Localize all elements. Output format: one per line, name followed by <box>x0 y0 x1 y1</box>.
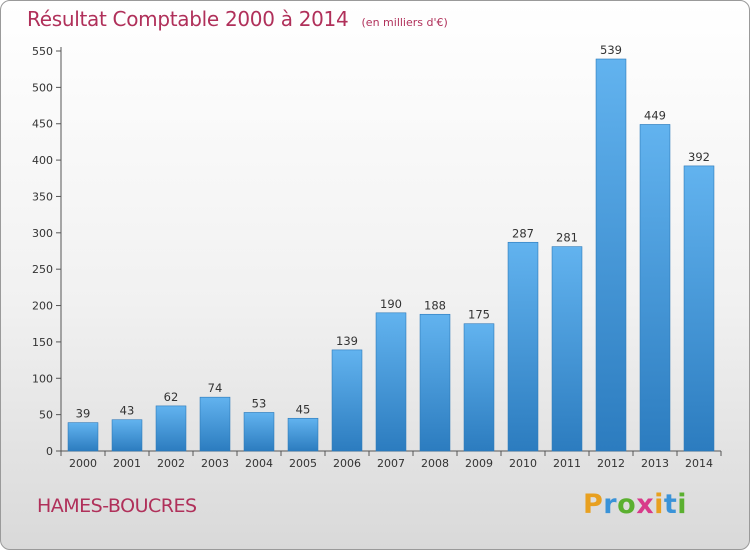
bar-2007 <box>375 312 407 452</box>
logo-letter: r <box>603 489 618 520</box>
value-label-2000: 39 <box>76 407 91 421</box>
y-tick-label: 150 <box>32 336 53 349</box>
x-tick-label: 2009 <box>465 457 493 470</box>
y-tick-label: 200 <box>32 300 53 313</box>
value-label-2001: 43 <box>120 404 135 418</box>
logo-letter: o <box>617 489 637 520</box>
bar-2010 <box>507 241 539 452</box>
logo-letter: i <box>677 489 688 520</box>
bar-2000 <box>67 422 99 452</box>
x-tick-label: 2006 <box>333 457 361 470</box>
value-label-2008: 188 <box>424 298 446 312</box>
bar-2014 <box>683 165 715 452</box>
x-tick-label: 2010 <box>509 457 537 470</box>
bar-2011 <box>551 246 583 452</box>
value-label-2005: 45 <box>296 402 311 416</box>
x-tick-label: 2005 <box>289 457 317 470</box>
x-tick-label: 2001 <box>113 457 141 470</box>
place-name: HAMES-BOUCRES <box>37 495 197 517</box>
bar-2009 <box>463 323 495 452</box>
value-label-2012: 539 <box>600 43 622 57</box>
x-tick-label: 2002 <box>157 457 185 470</box>
x-tick-label: 2008 <box>421 457 449 470</box>
x-tick-label: 2011 <box>553 457 581 470</box>
y-tick-label: 500 <box>32 81 53 94</box>
y-tick-label: 50 <box>39 409 53 422</box>
proxiti-logo: Proxiti <box>583 489 687 520</box>
value-label-2007: 190 <box>380 297 402 311</box>
value-label-2002: 62 <box>164 390 179 404</box>
y-tick-label: 400 <box>32 154 53 167</box>
value-label-2013: 449 <box>644 108 666 122</box>
value-label-2006: 139 <box>336 334 358 348</box>
bar-2002 <box>155 405 187 452</box>
logo-letter: P <box>583 489 604 520</box>
x-tick-label: 2004 <box>245 457 273 470</box>
y-tick-label: 450 <box>32 118 53 131</box>
x-tick-label: 2007 <box>377 457 405 470</box>
y-tick-label: 0 <box>46 445 53 458</box>
bar-2005 <box>287 417 319 452</box>
bar-2013 <box>639 124 671 452</box>
value-label-2009: 175 <box>468 308 490 322</box>
chart-subtitle: (en milliers d'€) <box>361 16 448 29</box>
bar-2004 <box>243 412 275 452</box>
bar-2008 <box>419 313 451 452</box>
logo-letter: x <box>636 489 655 520</box>
y-tick-label: 550 <box>32 45 53 58</box>
bar-2012 <box>595 58 627 452</box>
y-tick-label: 350 <box>32 190 53 203</box>
logo-letter: i <box>654 489 664 520</box>
value-label-2011: 281 <box>556 231 578 245</box>
y-tick-label: 100 <box>32 372 53 385</box>
bar-2003 <box>199 396 231 452</box>
x-tick-label: 2012 <box>597 457 625 470</box>
y-tick-label: 250 <box>32 263 53 276</box>
bar-2001 <box>111 419 143 452</box>
value-label-2004: 53 <box>252 396 267 410</box>
chart-title: Résultat Comptable 2000 à 2014 <box>27 7 349 31</box>
value-label-2003: 74 <box>208 381 223 395</box>
x-tick-label: 2000 <box>69 457 97 470</box>
x-tick-label: 2003 <box>201 457 229 470</box>
bar-2006 <box>331 349 363 452</box>
value-label-2014: 392 <box>688 150 710 164</box>
logo-letter: t <box>663 489 678 520</box>
value-label-2010: 287 <box>512 226 534 240</box>
x-tick-label: 2014 <box>685 457 713 470</box>
y-tick-label: 300 <box>32 227 53 240</box>
title-row: Résultat Comptable 2000 à 2014 (en milli… <box>27 7 448 31</box>
x-tick-label: 2013 <box>641 457 669 470</box>
